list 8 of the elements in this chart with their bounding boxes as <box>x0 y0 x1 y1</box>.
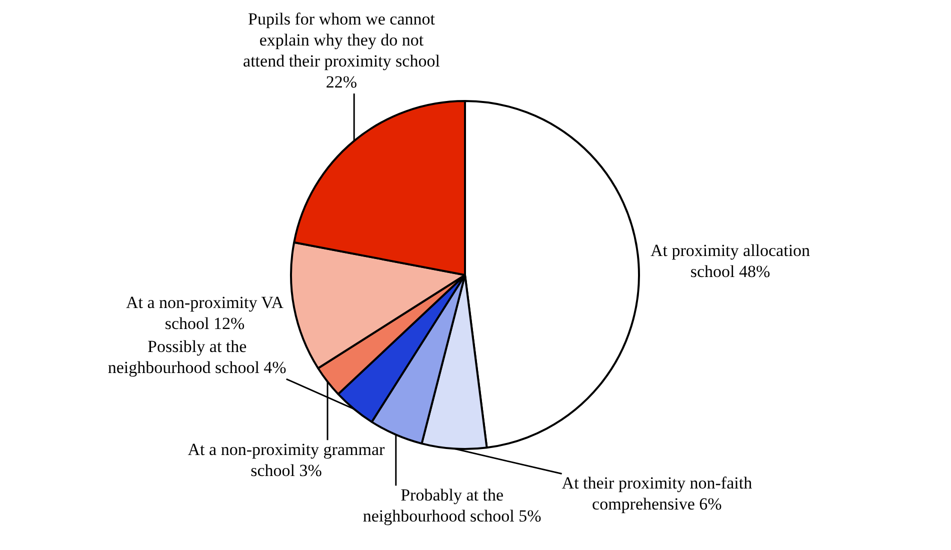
slice-label: Pupils for whom we cannot explain why they do not attend their proximity school <box>243 9 440 70</box>
slice-label: At a non-proximity grammar school 3% <box>188 440 385 480</box>
slice-label: Probably at the neighbourhood school 5% <box>362 486 542 526</box>
data-label: 22% <box>326 72 358 92</box>
slice-label: At their proximity non-faith comprehensive 6% <box>562 474 753 514</box>
slice-label: At a non-proximity VA school 12% <box>126 292 284 333</box>
slice-label: At proximity allocation school 48% <box>650 240 811 281</box>
slice-label: Possibly at the neighbourhood school 4% <box>108 336 286 377</box>
